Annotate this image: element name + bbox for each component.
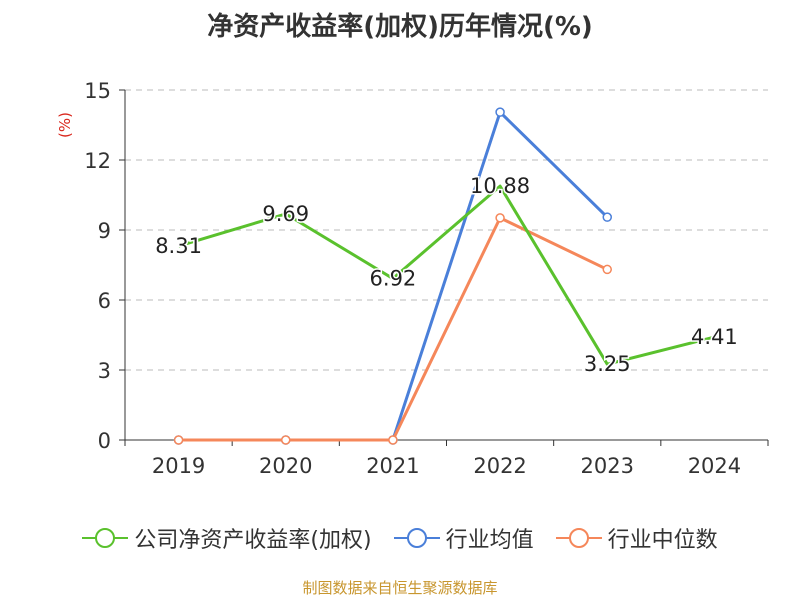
y-tick-label: 15 [84,79,111,103]
data-label: 4.41 [691,325,738,349]
line-chart: 0 3 6 9 12 15 (%) 2019 2020 2021 2022 2023 2024 8.31… [56,79,769,478]
data-point [602,212,612,222]
source-note: 制图数据来自恒生聚源数据库 [302,579,498,597]
legend-marker-icon [82,528,129,548]
series-line [178,216,608,442]
data-point [495,107,505,117]
y-tick-label: 12 [84,149,111,173]
y-axis-label: (%) [56,112,74,138]
y-tick-label: 9 [98,219,111,243]
legend-item[interactable]: 行业中位数 [555,522,718,554]
legend: 公司净资产收益率(加权) 行业均值 行业中位数 [0,520,800,556]
y-tick-label: 3 [98,359,111,383]
data-point [602,264,612,275]
y-tick-label: 0 [98,429,111,453]
data-point [281,435,291,445]
data-label: 10.88 [470,174,530,198]
data-label: 8.31 [155,234,202,258]
x-tick-label: 2019 [152,454,205,478]
legend-marker-icon [393,528,440,548]
legend-label: 公司净资产收益率(加权) [134,528,372,553]
legend-label: 行业均值 [445,528,534,553]
data-label: 6.92 [370,267,417,291]
x-tick-label: 2020 [259,454,312,478]
series-line [178,184,715,366]
x-tick-label: 2021 [366,454,419,478]
chart-title: 净资产收益率(加权)历年情况(%) [207,12,593,42]
legend-item[interactable]: 公司净资产收益率(加权) [82,522,372,554]
data-label: 9.69 [262,202,309,226]
data-point [173,435,184,445]
legend-marker-icon [555,528,602,548]
data-label: 3.25 [584,352,631,376]
x-tick-label: 2022 [473,454,526,478]
data-point [495,213,505,223]
x-tick-label: 2024 [688,454,741,478]
y-tick-label: 6 [98,289,111,313]
data-point [388,435,398,445]
x-tick-label: 2023 [581,454,634,478]
legend-label: 行业中位数 [607,528,718,553]
legend-item[interactable]: 行业均值 [393,522,534,554]
